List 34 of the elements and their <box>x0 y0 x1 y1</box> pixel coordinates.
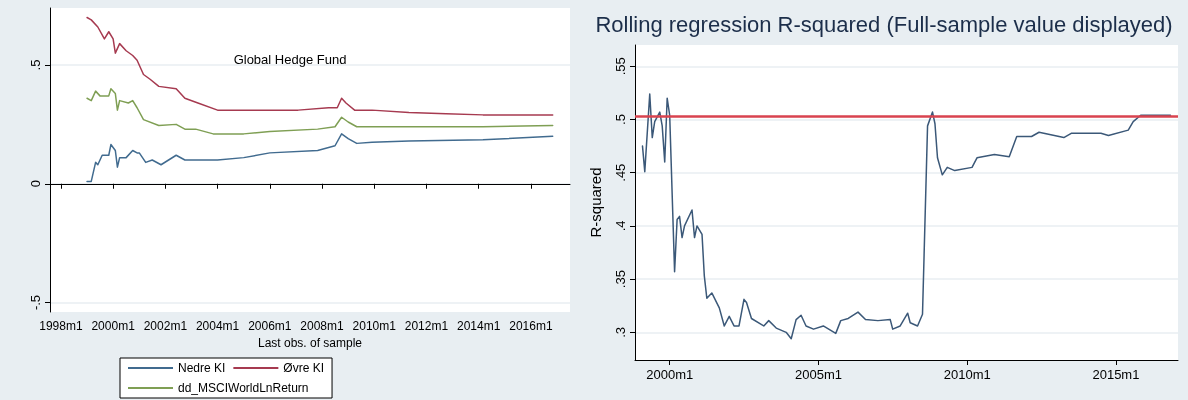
legend-label: Øvre KI <box>283 361 325 375</box>
x-tick-label: 2002m1 <box>143 319 188 333</box>
line-series <box>641 93 1172 340</box>
line-series <box>86 16 554 116</box>
y-tick-label: .35 <box>613 270 628 289</box>
y-axis-title: R-squared <box>587 167 604 238</box>
legend-label: Nedre KI <box>178 361 226 375</box>
y-tick-label: .5 <box>613 114 628 125</box>
x-tick-label: 2015m1 <box>1092 367 1140 382</box>
line-series <box>86 88 554 135</box>
y-tick-label: 0 <box>28 180 43 188</box>
x-tick-label: 2012m1 <box>404 319 449 333</box>
y-tick-label: .4 <box>613 220 628 232</box>
x-tick-label: 2016m1 <box>509 319 553 333</box>
y-tick-label: .3 <box>613 326 628 338</box>
x-tick-label: 2010m1 <box>943 367 991 382</box>
x-tick-label: 2008m1 <box>300 319 345 333</box>
x-axis-title: Last obs. of sample <box>257 335 363 350</box>
x-tick-label: 2004m1 <box>195 319 240 333</box>
x-tick-label: 2006m1 <box>248 319 292 333</box>
x-tick-label: 2005m1 <box>795 367 842 382</box>
x-tick-label: 1998m1 <box>39 319 83 333</box>
y-tick-label: .5 <box>28 59 43 71</box>
chart-title: Rolling regression R-squared (Full-sample value displayed) <box>595 11 1173 37</box>
x-tick-label: 2010m1 <box>352 319 397 333</box>
x-tick-label: 2000m1 <box>91 319 136 333</box>
line-series <box>86 133 554 183</box>
y-tick-label: -.5 <box>28 294 43 311</box>
legend-label: dd_MSCIWorldLnReturn <box>178 381 309 395</box>
y-tick-label: .55 <box>613 57 628 76</box>
x-tick-label: 2014m1 <box>457 319 501 333</box>
text: Global Hedge Fund <box>233 52 347 67</box>
y-tick-label: .45 <box>613 163 628 182</box>
x-tick-label: 2000m1 <box>646 367 694 382</box>
